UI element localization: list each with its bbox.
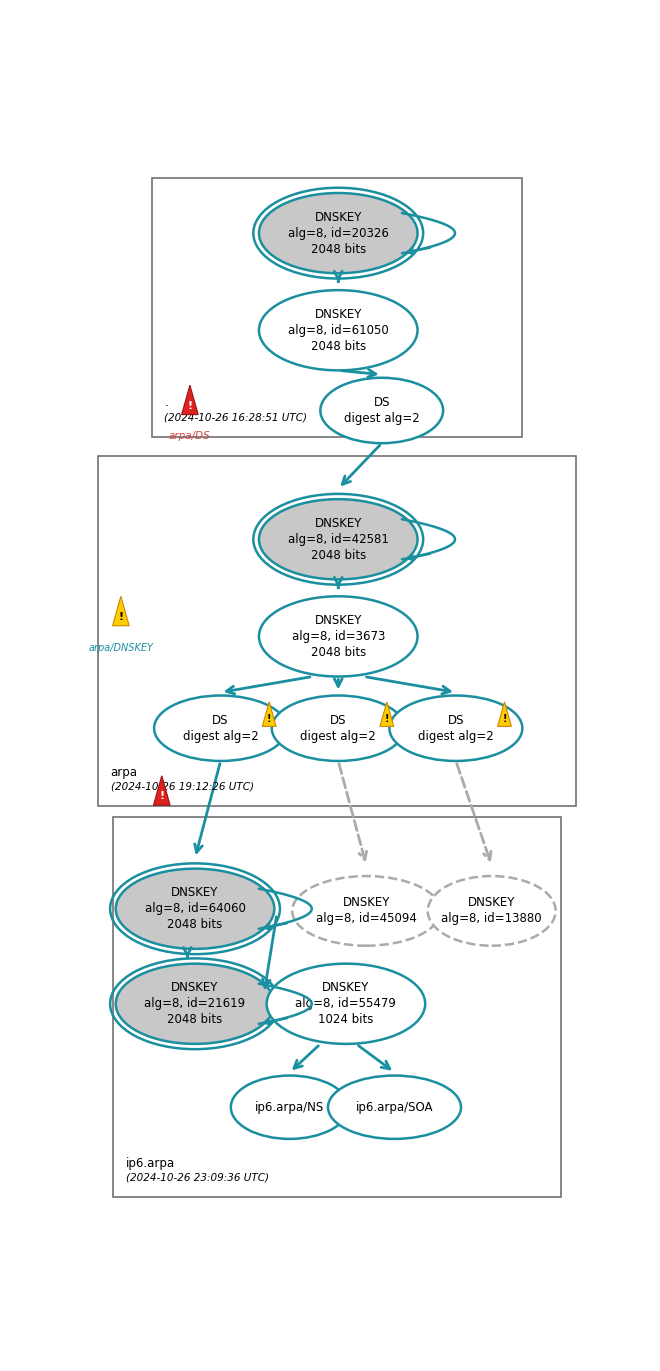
FancyBboxPatch shape xyxy=(98,457,576,806)
Text: DS
digest alg=2: DS digest alg=2 xyxy=(418,714,494,743)
Text: DNSKEY
alg=8, id=20326
2048 bits: DNSKEY alg=8, id=20326 2048 bits xyxy=(288,211,389,255)
Text: (2024-10-26 19:12:26 UTC): (2024-10-26 19:12:26 UTC) xyxy=(111,781,253,791)
Text: DS
digest alg=2: DS digest alg=2 xyxy=(183,714,259,743)
Polygon shape xyxy=(380,702,394,727)
Ellipse shape xyxy=(259,596,418,676)
Text: DNSKEY
alg=8, id=55479
1024 bits: DNSKEY alg=8, id=55479 1024 bits xyxy=(296,982,397,1027)
Text: DS
digest alg=2: DS digest alg=2 xyxy=(300,714,376,743)
Ellipse shape xyxy=(428,876,556,946)
Ellipse shape xyxy=(231,1076,348,1139)
Text: DNSKEY
alg=8, id=45094: DNSKEY alg=8, id=45094 xyxy=(316,897,417,925)
Ellipse shape xyxy=(154,695,287,761)
Polygon shape xyxy=(262,702,276,727)
Ellipse shape xyxy=(115,869,275,949)
Text: arpa: arpa xyxy=(111,766,138,779)
Text: DNSKEY
alg=8, id=21619
2048 bits: DNSKEY alg=8, id=21619 2048 bits xyxy=(145,982,246,1027)
Text: DS
digest alg=2: DS digest alg=2 xyxy=(344,396,420,425)
Text: DNSKEY
alg=8, id=64060
2048 bits: DNSKEY alg=8, id=64060 2048 bits xyxy=(145,886,246,931)
Ellipse shape xyxy=(292,876,441,946)
Ellipse shape xyxy=(389,695,523,761)
Text: !: ! xyxy=(385,714,389,724)
Polygon shape xyxy=(113,596,129,625)
Text: !: ! xyxy=(187,400,193,411)
Text: !: ! xyxy=(267,714,271,724)
FancyBboxPatch shape xyxy=(152,178,523,437)
Ellipse shape xyxy=(115,964,275,1043)
Ellipse shape xyxy=(320,378,443,443)
Polygon shape xyxy=(498,702,512,727)
Text: DNSKEY
alg=8, id=61050
2048 bits: DNSKEY alg=8, id=61050 2048 bits xyxy=(288,307,389,352)
Text: !: ! xyxy=(502,714,507,724)
Ellipse shape xyxy=(272,695,405,761)
Text: ip6.arpa/SOA: ip6.arpa/SOA xyxy=(356,1101,433,1113)
FancyBboxPatch shape xyxy=(114,817,561,1197)
Text: (2024-10-26 23:09:36 UTC): (2024-10-26 23:09:36 UTC) xyxy=(126,1172,269,1182)
Text: DNSKEY
alg=8, id=42581
2048 bits: DNSKEY alg=8, id=42581 2048 bits xyxy=(288,517,389,562)
Ellipse shape xyxy=(328,1076,461,1139)
Text: ip6.arpa/NS: ip6.arpa/NS xyxy=(255,1101,324,1113)
Text: DNSKEY
alg=8, id=3673
2048 bits: DNSKEY alg=8, id=3673 2048 bits xyxy=(292,614,385,659)
Text: .: . xyxy=(164,396,168,410)
Ellipse shape xyxy=(259,499,418,580)
Polygon shape xyxy=(154,776,170,805)
Ellipse shape xyxy=(267,964,425,1043)
Text: arpa/DNSKEY: arpa/DNSKEY xyxy=(88,643,153,653)
Polygon shape xyxy=(182,385,198,414)
Text: ip6.arpa: ip6.arpa xyxy=(126,1157,175,1169)
Ellipse shape xyxy=(259,193,418,273)
Text: DNSKEY
alg=8, id=13880: DNSKEY alg=8, id=13880 xyxy=(442,897,542,925)
Ellipse shape xyxy=(259,291,418,370)
Text: arpa/DS: arpa/DS xyxy=(169,430,211,440)
Text: !: ! xyxy=(118,611,123,622)
Text: (2024-10-26 16:28:51 UTC): (2024-10-26 16:28:51 UTC) xyxy=(164,413,308,422)
Text: !: ! xyxy=(159,791,164,801)
